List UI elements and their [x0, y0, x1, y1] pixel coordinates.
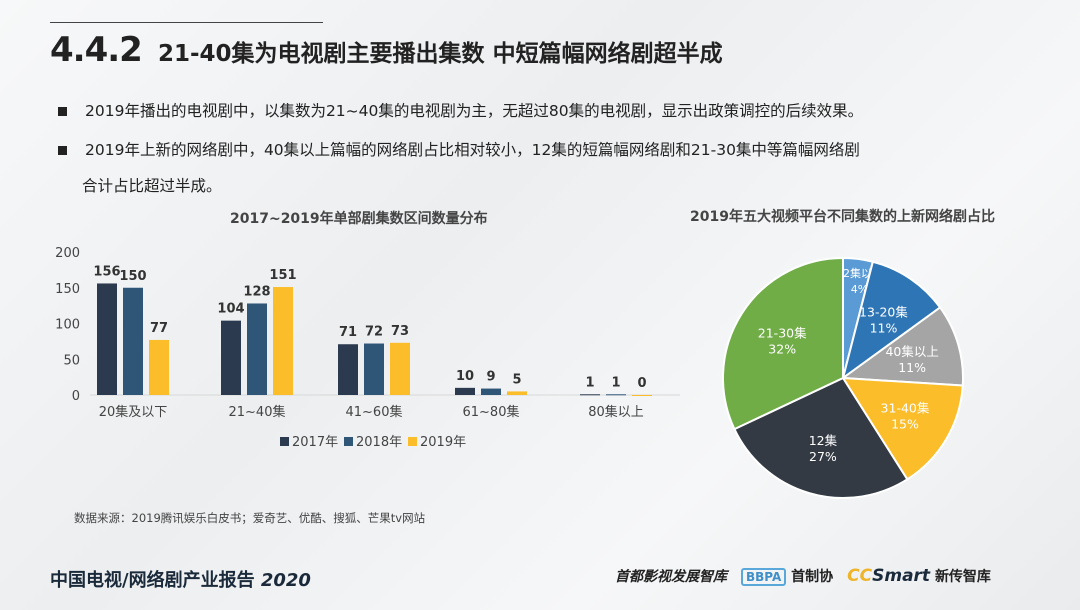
data-label: 156: [93, 264, 120, 279]
data-label: 10: [456, 369, 474, 384]
slice-label: 13-20集: [859, 304, 908, 319]
slice-percent: 4%: [851, 283, 868, 296]
pie-chart: 12集以下4%13-20集11%40集以上11%31-40集15%12集27%2…: [722, 256, 964, 499]
bar: [632, 395, 652, 396]
bar: [481, 388, 501, 395]
data-source: 数据来源：2019腾讯娱乐白皮书；爱奇艺、优酷、搜狐、芒果tv网站: [74, 511, 426, 525]
x-tick-label: 80集以上: [588, 404, 644, 420]
y-tick-label: 100: [55, 318, 80, 333]
bar: [580, 394, 600, 396]
bar: [273, 287, 293, 395]
legend-label: 2019年: [420, 435, 466, 450]
pie-slice: [840, 306, 964, 387]
data-label: 151: [269, 268, 296, 283]
data-label: 150: [119, 269, 146, 284]
section-number: 4.4.2: [50, 30, 143, 70]
y-tick-label: 200: [55, 246, 80, 261]
logo-ccsmart: CCSmart 新传智库: [847, 566, 991, 586]
report-title: 中国电视/网络剧产业报告 2020: [50, 570, 311, 591]
data-label: 9: [486, 370, 495, 385]
data-label: 1: [611, 375, 620, 390]
y-tick-label: 150: [55, 282, 80, 297]
slice-percent: 11%: [898, 360, 926, 375]
slice-label: 40集以上: [885, 344, 938, 359]
legend-swatch: [408, 437, 417, 446]
data-label: 0: [637, 376, 646, 391]
bullet-1: 2019年播出的电视剧中，以集数为21~40集的电视剧为主，无超过80集的电视剧…: [58, 99, 863, 121]
x-tick-label: 20集及以下: [99, 404, 168, 420]
data-label: 71: [339, 325, 357, 340]
slice-label: 21-30集: [758, 325, 807, 340]
bullet-square-icon: [58, 146, 67, 155]
legend-swatch: [344, 437, 353, 446]
data-label: 128: [243, 284, 270, 299]
bar: [606, 394, 626, 396]
data-label: 104: [217, 302, 244, 317]
slice-percent: 15%: [891, 417, 919, 432]
logo-bbpa: BBPA 首制协: [741, 566, 833, 586]
bar: [455, 387, 475, 395]
slice-percent: 27%: [809, 449, 837, 464]
page-title: 21-40集为电视剧主要播出集数 中短篇幅网络剧超半成: [158, 41, 723, 67]
bar: [390, 342, 410, 395]
bar: [338, 344, 358, 395]
bar: [123, 287, 143, 395]
pie-slice: [733, 376, 909, 499]
slice-label: 31-40集: [881, 401, 930, 416]
bar: [97, 283, 117, 395]
title-rule: [50, 22, 323, 23]
logos: 首都影视发展智库 BBPA 首制协 CCSmart 新传智库: [615, 566, 991, 586]
bar-chart: 05010015020020集及以下1561507721~40集10412815…: [55, 246, 680, 450]
slice-percent: 32%: [768, 341, 796, 356]
bar: [364, 343, 384, 395]
data-label: 73: [391, 324, 409, 339]
bullet-2: 2019年上新的网络剧中，40集以上篇幅的网络剧占比相对较小，12集的短篇幅网络…: [58, 138, 860, 160]
data-label: 72: [365, 325, 383, 340]
bar: [507, 391, 527, 395]
bullet-2-cont: 合计占比超过半成。: [82, 177, 222, 195]
bullet-text: 2019年播出的电视剧中，以集数为21~40集的电视剧为主，无超过80集的电视剧…: [85, 102, 864, 120]
data-label: 1: [585, 375, 594, 390]
bar: [149, 339, 169, 395]
legend-label: 2018年: [356, 435, 402, 450]
pie-chart-title: 2019年五大视频平台不同集数的上新网络剧占比: [690, 209, 995, 225]
logo-capital-film-think-tank: 首都影视发展智库: [615, 569, 727, 585]
data-label: 77: [150, 321, 168, 336]
bullet-text: 2019年上新的网络剧中，40集以上篇幅的网络剧占比相对较小，12集的短篇幅网络…: [85, 141, 860, 159]
x-tick-label: 41~60集: [346, 404, 403, 420]
slice-percent: 11%: [870, 320, 898, 335]
slice-label: 12集: [809, 433, 838, 448]
bar: [247, 303, 267, 395]
pie-slice: [841, 376, 964, 481]
legend-swatch: [280, 437, 289, 446]
bar: [221, 320, 241, 395]
x-tick-label: 61~80集: [463, 404, 520, 420]
pie-slice: [722, 256, 844, 431]
y-tick-label: 0: [72, 389, 80, 404]
pie-slice: [841, 260, 942, 381]
y-tick-label: 50: [63, 353, 80, 368]
bullet-square-icon: [58, 107, 67, 116]
legend-label: 2017年: [292, 435, 338, 450]
x-tick-label: 21~40集: [229, 404, 286, 420]
data-label: 5: [512, 372, 521, 387]
bar-chart-title: 2017~2019年单部剧集数区间数量分布: [230, 211, 488, 227]
